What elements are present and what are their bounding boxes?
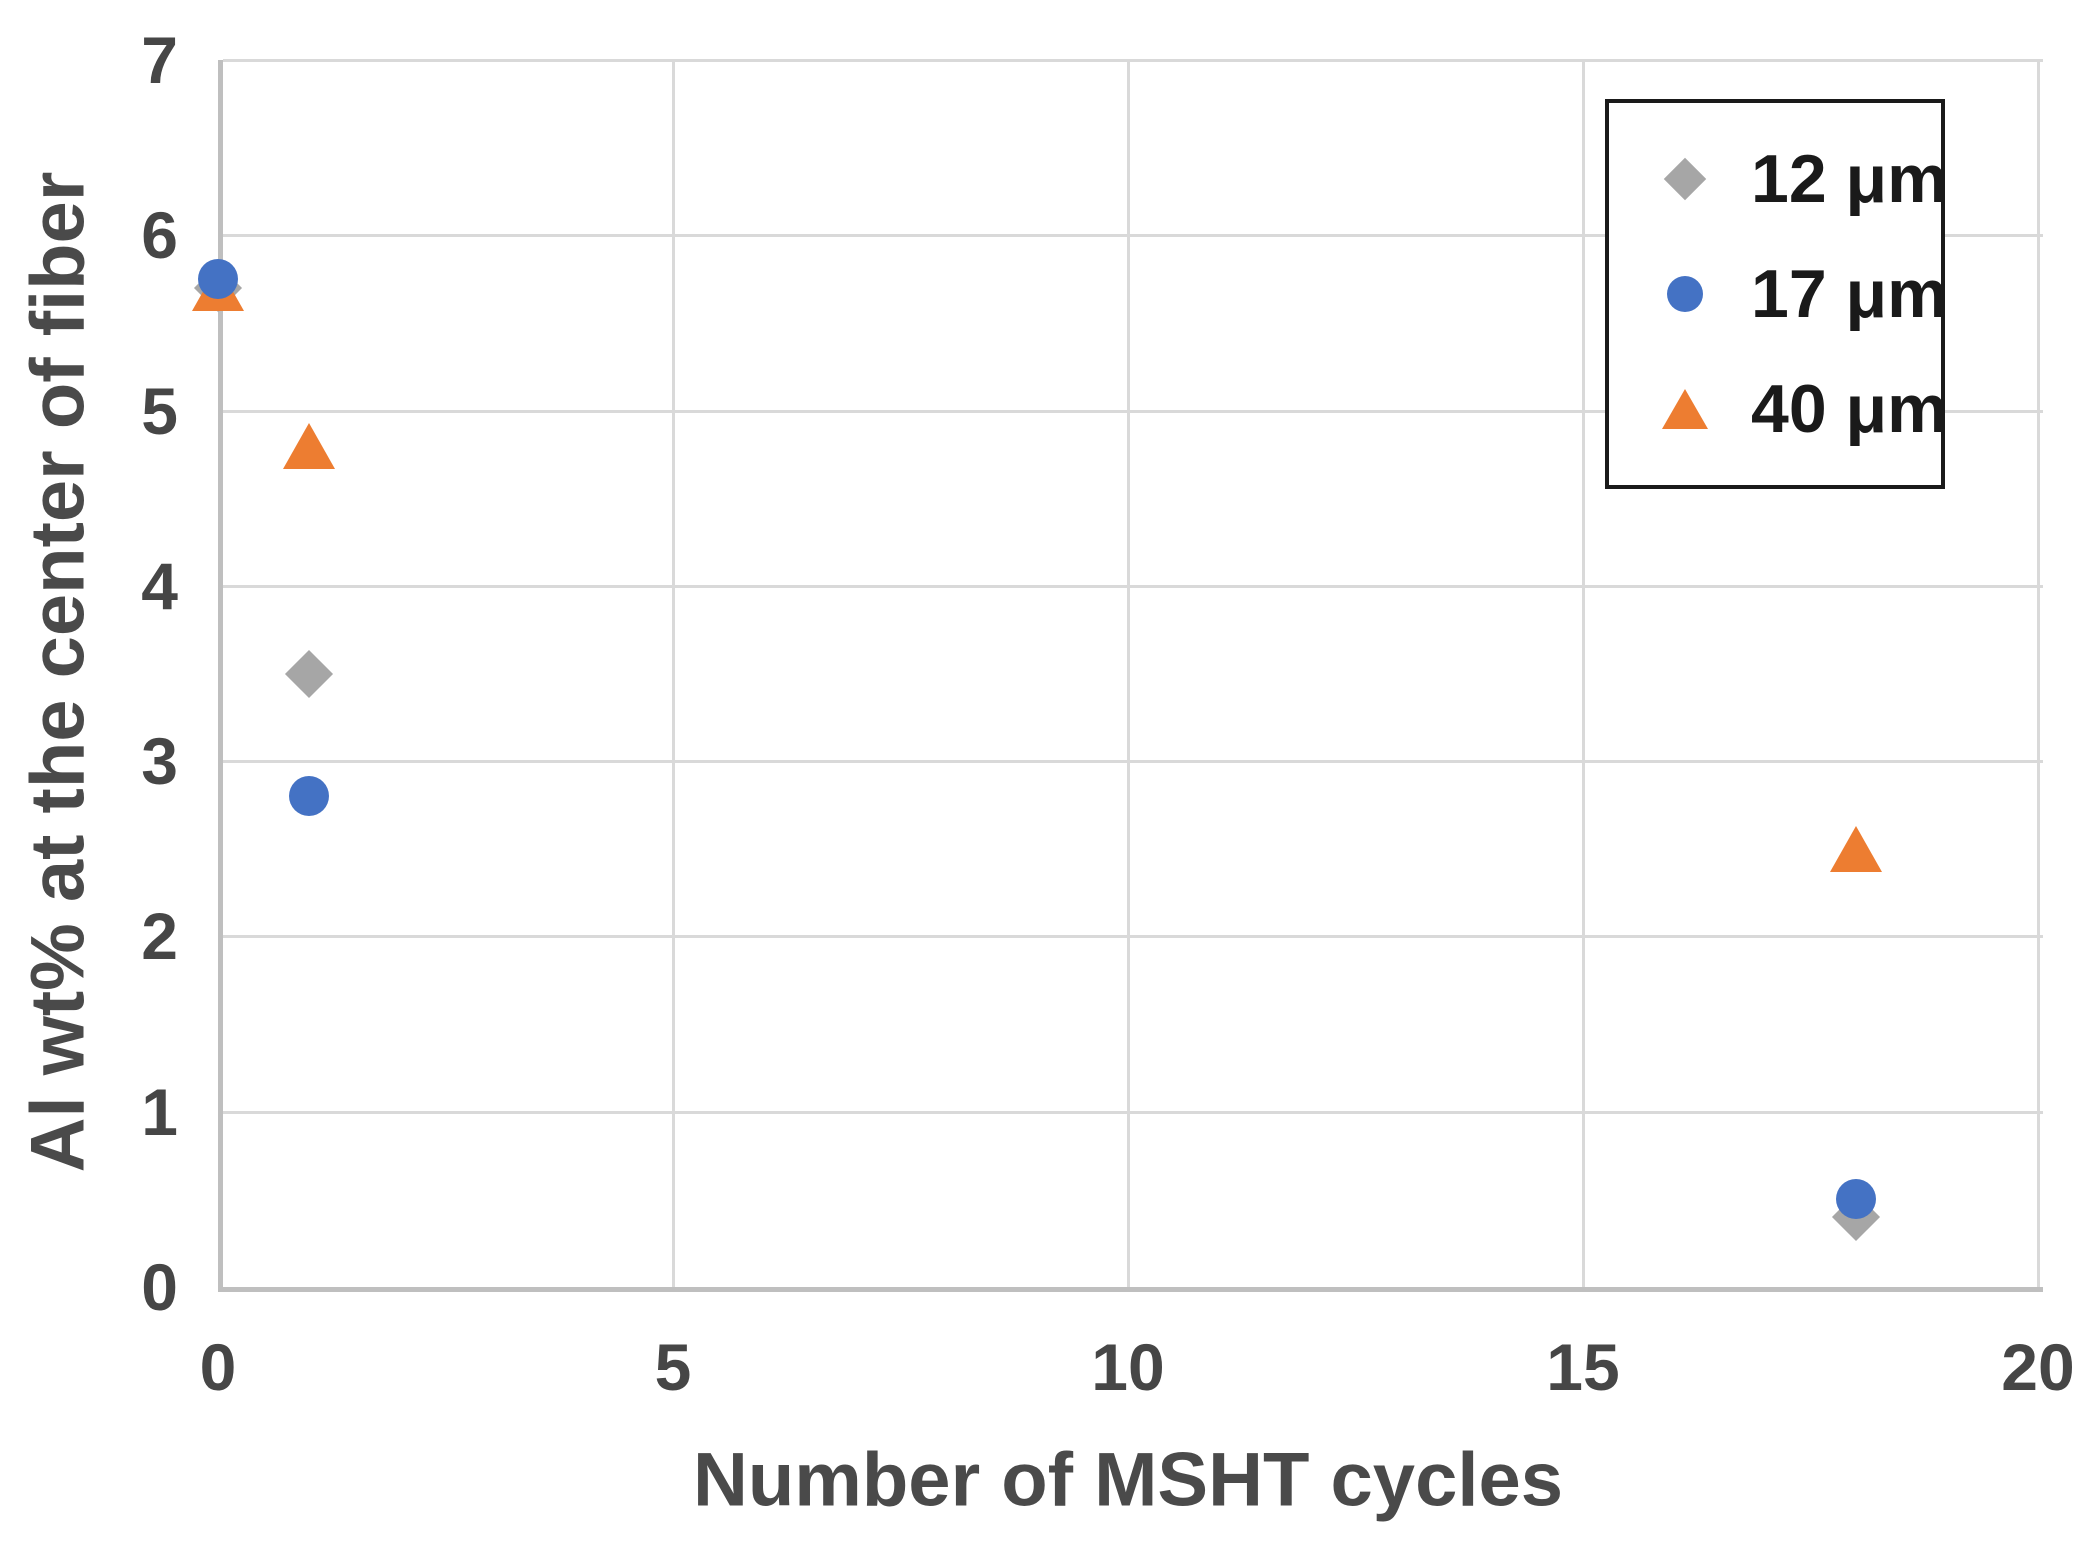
gridline-horizontal (223, 935, 2043, 939)
data-point-40-μm (1830, 825, 1882, 872)
x-axis-tick-label: 10 (1091, 1330, 1165, 1404)
y-axis-title: Al wt% at the center of fiber (15, 171, 101, 1173)
x-axis-tick-label: 5 (654, 1330, 692, 1404)
x-axis-tick-label: 20 (2001, 1330, 2075, 1404)
y-axis-tick-label: 3 (141, 724, 178, 799)
legend-triangle-icon (1661, 385, 1709, 433)
gridline-vertical (672, 60, 675, 1287)
gridline-horizontal (223, 584, 2043, 588)
data-point-17-μm (198, 259, 238, 300)
legend-diamond-icon (1661, 155, 1709, 203)
legend-label: 17 μm (1751, 256, 1948, 332)
y-axis-tick-label: 1 (141, 1074, 178, 1149)
gridline-horizontal (223, 760, 2043, 764)
gridline-horizontal (223, 234, 2043, 238)
x-axis-tick-label: 0 (199, 1330, 237, 1404)
y-axis-tick-label: 0 (141, 1250, 178, 1324)
legend-item-40um: 40 μm (1661, 370, 1948, 448)
y-axis-tick-label: 2 (141, 899, 178, 974)
x-axis-tick-label: 15 (1546, 1330, 1620, 1404)
y-axis-tick-label: 6 (141, 198, 178, 273)
data-point-17-μm (289, 776, 329, 817)
x-axis-title: Number of MSHT cycles (693, 1437, 1563, 1523)
gridline-vertical (2037, 60, 2040, 1287)
legend-item-17um: 17 μm (1661, 255, 1948, 333)
y-axis-tick-label: 5 (141, 373, 178, 448)
legend-label: 40 μm (1751, 371, 1948, 447)
data-point-40-μm (283, 422, 335, 469)
gridline-vertical (1582, 60, 1585, 1287)
data-point-17-μm (1836, 1179, 1876, 1220)
gridline-vertical (1127, 60, 1130, 1287)
legend: 12 μm 17 μm 40 μm (1605, 99, 1948, 489)
gridline-horizontal (223, 1110, 2043, 1114)
legend-item-12um: 12 μm (1661, 140, 1948, 218)
y-axis-tick-label: 7 (141, 23, 178, 97)
gridline-horizontal (223, 59, 2043, 62)
gridline-horizontal (223, 409, 2043, 413)
legend-circle-icon (1661, 270, 1709, 318)
y-axis-tick-label: 4 (141, 548, 178, 623)
legend-label: 12 μm (1751, 141, 1948, 217)
